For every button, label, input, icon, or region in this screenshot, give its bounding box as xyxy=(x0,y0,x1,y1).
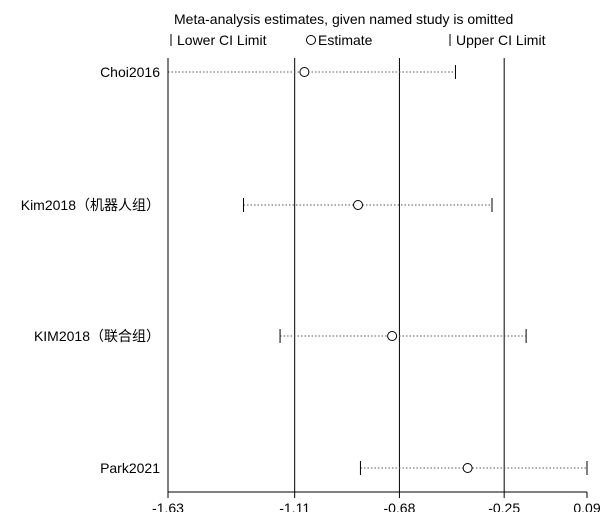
study-row: KIM2018（联合组） xyxy=(34,328,527,344)
x-tick-label: -1.63 xyxy=(152,500,184,512)
x-tick-label: -1.11 xyxy=(279,500,310,512)
estimate-point xyxy=(462,463,473,473)
estimate-point xyxy=(387,331,398,341)
x-tick-label: -0.68 xyxy=(383,500,415,512)
study-row: Choi2016 xyxy=(100,64,456,80)
legend-estimate-label: Estimate xyxy=(318,32,373,48)
study-row: Park2021 xyxy=(100,460,588,476)
study-rows: Choi2016 Kim2018（机器人组） KIM2018（联合组） Park202… xyxy=(21,64,588,476)
study-label: Kim2018（机器人组） xyxy=(21,197,160,213)
study-label: Park2021 xyxy=(100,460,160,476)
estimate-point xyxy=(353,200,364,210)
legend: Lower CI Limit Estimate Upper CI Limit xyxy=(170,32,546,48)
study-row: Kim2018（机器人组） xyxy=(21,197,493,213)
chart-title: Meta-analysis estimates, given named stu… xyxy=(174,11,513,27)
x-tick-label: 0.09 xyxy=(573,500,600,512)
legend-lower-label: Lower CI Limit xyxy=(177,32,267,48)
study-label: Choi2016 xyxy=(100,64,160,80)
reference-lines xyxy=(167,58,505,492)
x-tick-label: -0.25 xyxy=(488,500,520,512)
study-label: KIM2018（联合组） xyxy=(34,328,160,344)
estimate-point xyxy=(299,67,310,77)
legend-estimate-circle xyxy=(306,35,316,45)
x-axis-ticks: -1.63 -1.11 -0.68 -0.25 0.09 xyxy=(152,492,601,512)
legend-upper-label: Upper CI Limit xyxy=(456,32,546,48)
